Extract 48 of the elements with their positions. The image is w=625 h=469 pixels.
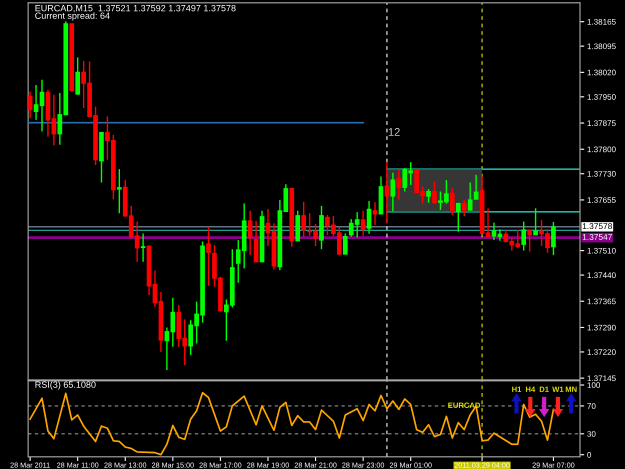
candlestick xyxy=(75,56,80,96)
candlestick xyxy=(432,180,437,204)
y-tick-label: 1.37730 xyxy=(588,171,616,177)
y-tick-label: 1.38020 xyxy=(588,70,616,76)
y-tick-label: 0 xyxy=(587,452,592,458)
candlestick xyxy=(551,221,556,256)
candlestick xyxy=(426,188,431,204)
candlestick xyxy=(521,220,526,252)
y-tick-label: 1.37875 xyxy=(588,120,616,126)
y-tick-label: 1.38095 xyxy=(588,43,616,50)
candlestick xyxy=(390,172,396,212)
y-tick-label: 1.37290 xyxy=(588,324,616,330)
y-tick-label: 100 xyxy=(588,382,600,388)
candlestick xyxy=(248,210,252,256)
y-tick-label: 1.37145 xyxy=(588,375,616,382)
annotation: 12 xyxy=(388,128,400,136)
candlestick xyxy=(456,202,461,232)
chart-title: RSI(3) 65.1080 xyxy=(35,381,96,390)
y-tick-label: 1.37655 xyxy=(588,197,616,203)
candlestick xyxy=(360,210,366,237)
candlestick xyxy=(450,188,455,216)
y-tick-label: 1.37950 xyxy=(588,94,616,100)
candlestick xyxy=(366,200,372,235)
candlestick xyxy=(396,168,402,201)
chart-title: EURCAD,M15 1.37521 1.37592 1.37497 1.37578 xyxy=(35,4,236,12)
candlestick xyxy=(462,199,467,217)
y-tick-label: 30 xyxy=(587,431,596,437)
y-tick-label: 1.37510 xyxy=(588,248,616,254)
candlestick xyxy=(372,202,378,226)
candlestick xyxy=(301,200,306,238)
y-tick-label: 1.37440 xyxy=(588,272,616,278)
candlestick xyxy=(342,232,348,255)
candlestick xyxy=(533,208,538,236)
y-tick-label: 1.37220 xyxy=(588,349,616,355)
y-tick-label: 1.37365 xyxy=(588,298,616,304)
candlestick xyxy=(527,229,532,252)
ref-line-label: 1.37547 xyxy=(582,234,612,240)
y-tick-label: 1.38165 xyxy=(588,18,616,25)
candlestick xyxy=(140,232,146,262)
candlestick xyxy=(384,161,390,224)
candlestick xyxy=(254,220,258,262)
y-tick-label: 70 xyxy=(587,403,596,409)
text: Current spread: 64 xyxy=(35,12,110,21)
ref-line-label: 1.37578 xyxy=(582,223,612,230)
candlestick xyxy=(206,226,211,287)
y-tick-label: 1.37800 xyxy=(588,146,616,152)
candlestick xyxy=(116,168,122,214)
candlestick xyxy=(28,90,32,119)
